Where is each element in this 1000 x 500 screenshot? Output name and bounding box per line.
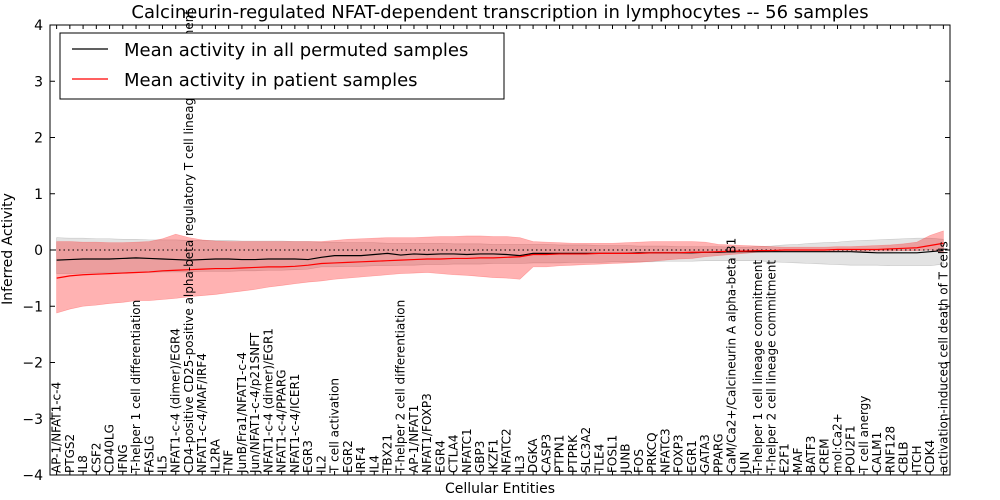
category-label: PPARG [711,433,725,473]
x-axis-label: Cellular Entities [445,481,555,497]
y-axis-label: Inferred Activity [0,193,16,305]
category-label: activation-induced cell death of T cells [936,241,950,473]
category-label: T cell activation [328,378,342,474]
category-label: SLC3A2 [579,427,593,473]
category-label: TBX21 [381,434,395,474]
category-label: mol:Ca2+ [831,413,845,473]
category-label: NFAT1-c-4/PPARG [275,369,289,473]
category-label: IL2RA [208,438,222,473]
category-label: T-helper 2 cell lineage commitment [764,260,778,474]
category-label: MAF [791,447,805,473]
category-label: EGR1 [685,440,699,473]
category-label: IRF4 [354,447,368,473]
y-tick-label: 3 [34,74,43,90]
category-label: CBLB [897,441,911,473]
category-label: FOXP3 [672,434,686,473]
chart-title: Calcineurin-regulated NFAT-dependent tra… [131,2,868,23]
legend-label-permuted: Mean activity in all permuted samples [124,40,468,61]
category-label: DGKA [526,438,540,473]
category-label: Jun/NFAT1-c-4/p21SNFT [248,332,262,474]
category-label: IFNG [116,444,130,473]
y-tick-label: −2 [22,356,43,372]
y-tick-label: −1 [22,299,43,315]
legend-box [59,32,505,100]
category-label: ITCH [910,445,924,473]
category-label: POU2F1 [844,425,858,473]
category-label: CASP3 [539,434,553,473]
band-permuted [56,237,944,274]
category-label: JUN [738,452,752,474]
category-label: IL8 [76,455,90,473]
y-tick-label: 1 [34,187,43,203]
y-tick-label: 0 [34,243,43,259]
category-label: NFATC2 [500,428,514,473]
category-labels: AP-1/NFAT1-c-4 PTGS2 IL8 CSF2 CD40LG IFNG T-he… [50,10,951,474]
category-label: T-helper 2 cell differentiation [394,300,408,474]
category-label: EGR4 [433,440,447,473]
category-label: CTLA4 [447,434,461,473]
category-label: FOSL1 [606,435,620,473]
category-label: T-helper 1 cell lineage commitment [751,260,765,474]
category-label: CD4-positive CD25-positive alpha-beta re… [182,10,196,473]
category-label: BATF3 [804,436,818,473]
category-label: AP-1/NFAT1 [407,405,421,473]
y-tick-label: −4 [22,468,43,484]
category-label: EGR3 [301,440,315,473]
category-label: PTPRK [566,434,580,473]
category-label: NFAT1/FOXP3 [420,393,434,473]
category-label: AP-1/NFAT1-c-4 [50,382,64,473]
category-label: EGR2 [341,440,355,473]
line-patient [56,242,944,279]
category-label: NFAT1-c-4/ICER1 [288,374,302,473]
category-label: CD40LG [103,424,117,473]
category-label: JUNB [619,443,633,474]
category-label: GATA3 [698,434,712,473]
category-label: IL2 [314,455,328,473]
category-label: T-helper 1 cell differentiation [129,300,143,474]
category-label: CREM [817,438,831,473]
category-label: PRKCQ [645,432,659,473]
category-label: NFAT1-c-4 (dimer)/EGR4 [169,328,183,473]
category-label: E2F1 [778,443,792,473]
category-label: NFAT1-c-4/MAF/IRF4 [195,353,209,473]
y-tick-label: 4 [34,18,43,34]
y-tick-label: 2 [34,131,43,147]
category-label: CaM/Ca2+/Calcineurin A alpha-beta B1 [725,238,739,473]
category-label: CALM1 [870,432,884,473]
line-permuted [56,249,944,261]
category-label: NFATC3 [658,428,672,473]
category-label: NFATC1 [460,428,474,473]
category-label: IL3 [513,455,527,473]
category-label: IKZF1 [486,439,500,473]
category-label: IL4 [367,455,381,473]
y-axis: −4 −3 −2 −1 0 1 2 3 4 [22,18,950,484]
category-label: PTGS2 [63,434,77,473]
category-label: IL5 [156,455,170,473]
category-label: FOS [632,449,646,473]
category-label: JunB/Fra1/NFAT1-c-4 [235,352,249,474]
category-label: PTPN1 [553,435,567,473]
y-tick-label: −3 [22,412,43,428]
category-label: FASLG [142,435,156,473]
category-label: NFAT1-c-4 (dimer)/EGR1 [261,328,275,473]
series-lines [56,242,944,279]
category-label: T cell anergy [857,396,871,474]
category-label: TNF [222,450,236,474]
category-label: CDK4 [923,440,937,473]
category-label: GBP3 [473,441,487,473]
legend: Mean activity in all permuted samples Me… [59,32,505,100]
legend-label-patient: Mean activity in patient samples [124,70,418,91]
category-label: RNF128 [883,426,897,473]
category-label: TLE4 [592,444,606,474]
x-axis [56,25,944,475]
category-label: CSF2 [89,442,103,473]
